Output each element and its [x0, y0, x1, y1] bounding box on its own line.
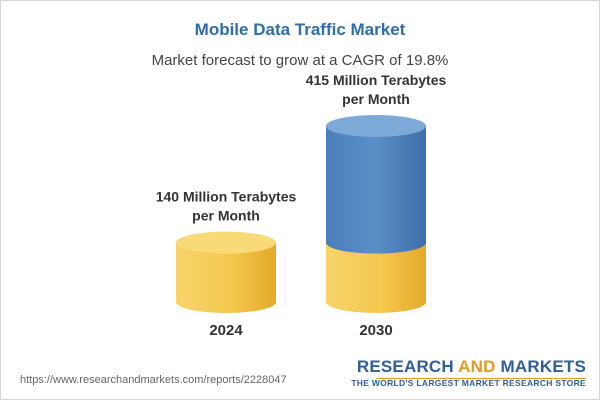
x-tick-label: 2030 — [359, 322, 392, 339]
bar-top-cap — [326, 115, 426, 137]
brand-name: RESEARCH AND MARKETS — [351, 357, 586, 377]
source-url[interactable]: https://www.researchandmarkets.com/repor… — [20, 374, 287, 386]
chart-title: Mobile Data Traffic Market — [194, 20, 406, 39]
brand-word-and: AND — [458, 357, 496, 376]
bar-2030 — [326, 115, 426, 313]
bar-base-segment — [176, 242, 276, 313]
brand-word-research: RESEARCH — [356, 357, 459, 376]
data-label: 140 Million Terabytes per Month — [156, 189, 297, 224]
data-label: 415 Million Terabytes per Month — [306, 72, 447, 107]
brand-logo: RESEARCH AND MARKETS THE WORLD'S LARGEST… — [351, 357, 586, 388]
chart-subtitle: Market forecast to grow at a CAGR of 19.… — [151, 52, 449, 69]
x-tick-label: 2024 — [209, 322, 243, 339]
bar-top-cap — [176, 231, 276, 254]
brand-tagline: THE WORLD'S LARGEST MARKET RESEARCH STOR… — [351, 378, 586, 388]
brand-divider — [376, 378, 586, 379]
bar-2024 — [176, 231, 276, 313]
bar-growth-segment — [326, 126, 426, 254]
brand-word-markets: MARKETS — [495, 357, 586, 376]
bar-base-segment — [326, 242, 426, 313]
